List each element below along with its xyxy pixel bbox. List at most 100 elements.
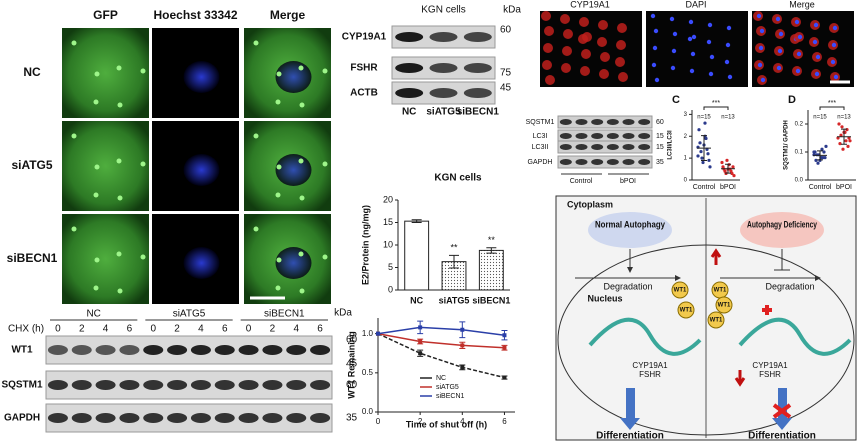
gene-label: CYP19A1 (752, 361, 788, 370)
protein-label: GAPDH (528, 159, 553, 166)
chart-title: KGN cells (434, 173, 482, 184)
plus-mark (762, 305, 772, 315)
point (844, 139, 848, 143)
y-tick-label: 0.0 (362, 407, 374, 416)
nucleus (183, 61, 220, 93)
chx-label: CHX (h) (8, 324, 44, 335)
compartment-label: Nucleus (587, 293, 622, 303)
mean-sd (697, 135, 711, 161)
band (71, 413, 92, 423)
nucleus (688, 19, 694, 25)
puncta (298, 251, 304, 257)
nucleus (775, 16, 781, 22)
point (725, 158, 729, 162)
cell (543, 43, 553, 53)
marker-label: 35 (656, 159, 664, 166)
puncta (93, 285, 99, 291)
y-tick-label: 0 (388, 284, 393, 294)
normal-autophagy-bubble (588, 212, 672, 248)
puncta (276, 71, 282, 77)
point (838, 142, 842, 146)
nucleus (707, 22, 713, 28)
point (822, 150, 826, 154)
puncta (71, 226, 77, 232)
point (839, 133, 843, 137)
band (559, 119, 572, 125)
band (606, 144, 619, 150)
nucleus (654, 77, 660, 83)
band (286, 345, 307, 355)
time-label: 0 (246, 324, 252, 335)
puncta (140, 68, 146, 74)
puncta (116, 65, 122, 71)
puncta (116, 251, 122, 257)
group-label: bPOI (620, 178, 636, 185)
nucleus (690, 51, 696, 57)
nucleus (830, 59, 836, 65)
dna (588, 317, 702, 356)
nucleus (183, 247, 220, 279)
arrow-head (772, 418, 792, 430)
nucleus (275, 247, 312, 279)
nucleus (687, 36, 693, 42)
band (190, 345, 211, 355)
cell (597, 37, 607, 47)
x-tick-label: Control (693, 184, 716, 191)
nucleus (183, 154, 220, 186)
band (622, 159, 635, 165)
cell (579, 17, 589, 27)
significance-label: *** (712, 100, 720, 107)
time-label: 6 (222, 324, 228, 335)
nucleus (758, 45, 764, 51)
nucleus (794, 19, 800, 25)
point (841, 147, 845, 151)
cell (561, 63, 571, 73)
band (238, 413, 259, 423)
nucleus (727, 74, 733, 80)
point (837, 122, 841, 126)
point (696, 154, 700, 158)
point (823, 156, 827, 160)
puncta (322, 161, 328, 167)
band (575, 133, 588, 139)
band (143, 380, 164, 390)
micrograph (646, 11, 748, 87)
protein-label: CYP19A1 (342, 32, 387, 43)
band (606, 133, 619, 139)
line (377, 326, 505, 336)
cell (582, 32, 592, 42)
band (395, 32, 424, 42)
marker-label: 45 (346, 359, 358, 370)
nucleus (653, 28, 659, 34)
marker-label: 45 (500, 83, 512, 94)
time-label: 0 (55, 324, 61, 335)
nucleus (812, 39, 818, 45)
legend-label: siATG5 (436, 384, 459, 391)
bar (478, 249, 504, 291)
nucleus (709, 54, 715, 60)
gene-label: FSHR (639, 370, 661, 379)
group-label: Control (570, 178, 593, 185)
band (214, 413, 235, 423)
band (575, 144, 588, 150)
channel-label: DAPI (685, 0, 706, 9)
x-tick-label: bPOI (720, 184, 736, 191)
band (638, 159, 651, 165)
outcome-label: Differentiation (596, 431, 664, 442)
time-label: 4 (293, 324, 299, 335)
point (502, 375, 507, 380)
dna (738, 317, 852, 356)
time-label: 6 (127, 324, 133, 335)
nucleus (652, 45, 658, 51)
y-tick-label: 0.1 (795, 150, 804, 156)
protein-label: SQSTM1 (1, 380, 43, 391)
puncta (117, 195, 123, 201)
band (47, 345, 68, 355)
cell (563, 29, 573, 39)
nucleus (760, 77, 766, 83)
protein-label: WT1 (674, 288, 687, 294)
band (591, 133, 604, 139)
nucleus (777, 48, 783, 54)
band (606, 159, 619, 165)
